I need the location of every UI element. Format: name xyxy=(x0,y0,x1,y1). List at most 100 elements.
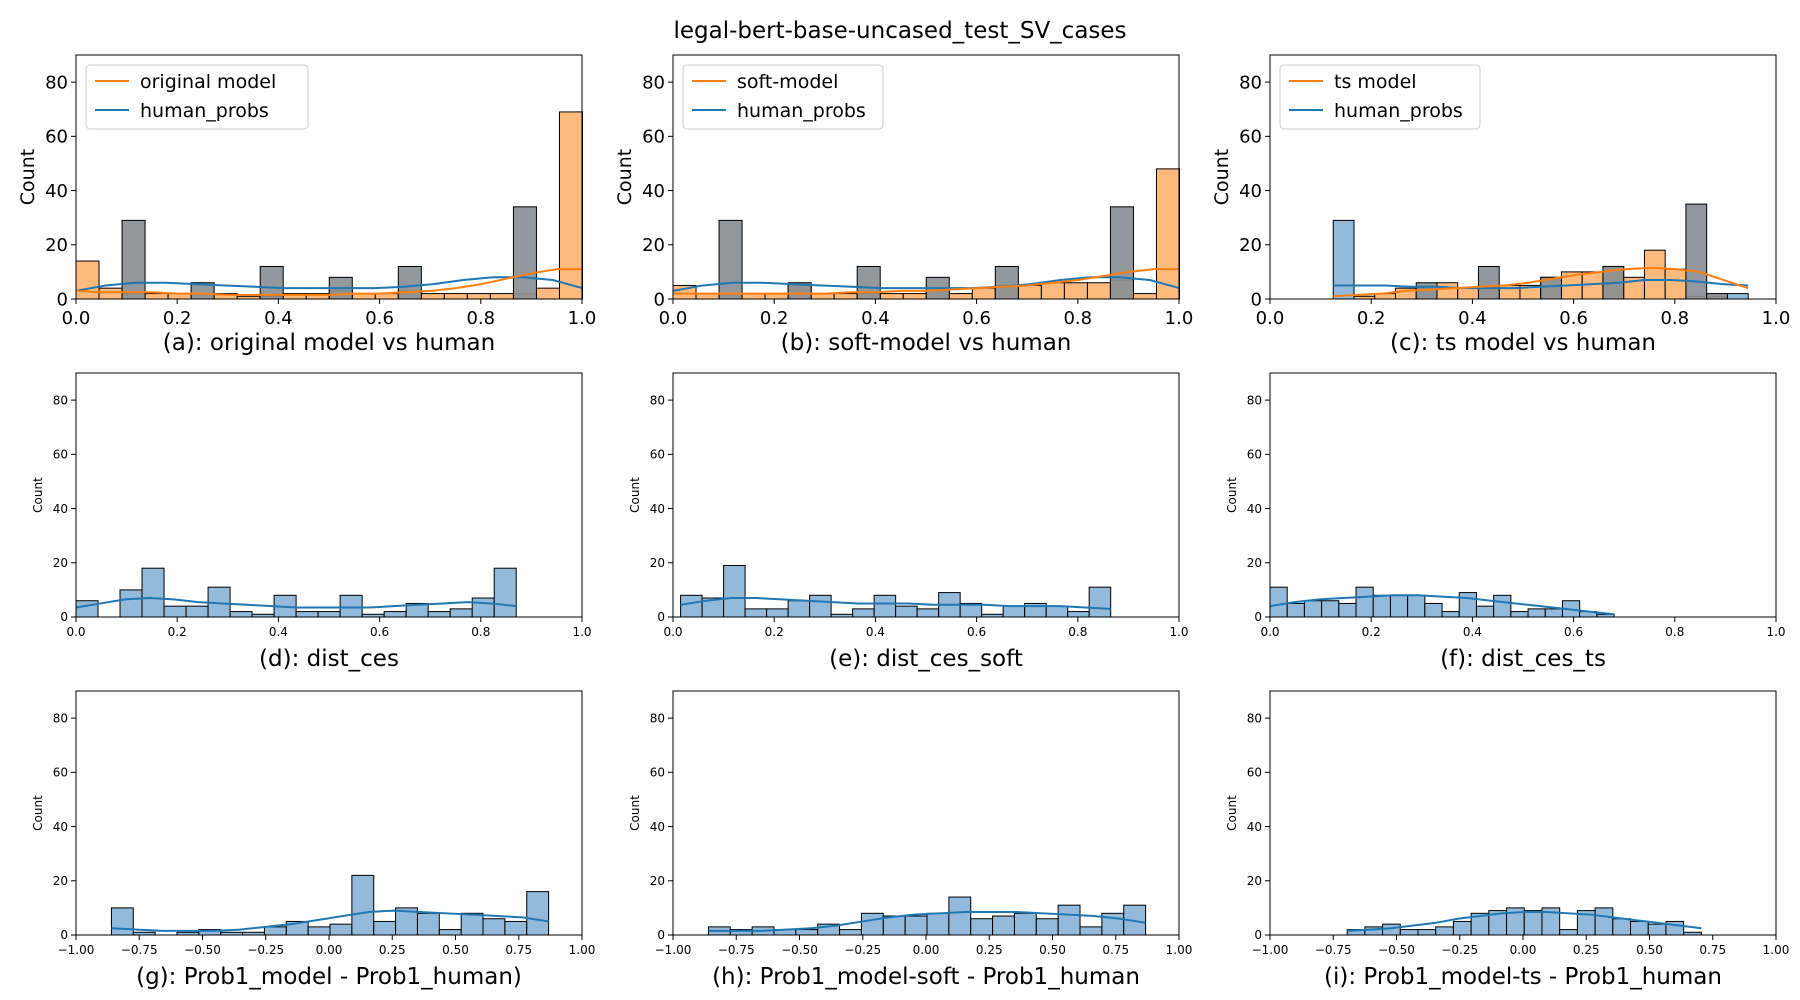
axes-frame xyxy=(672,372,1180,618)
legend: original model human_probs xyxy=(85,64,309,130)
bar-dist_ces_ts xyxy=(1527,608,1546,618)
y-tick-label: 40 xyxy=(1247,502,1262,516)
bar-prob_diff_soft xyxy=(1057,904,1081,936)
bar-dist_ces xyxy=(339,594,363,618)
y-tick-label: 20 xyxy=(53,556,68,570)
panel-caption: (e): dist_ces_soft xyxy=(829,646,1023,672)
y-tick-label: 80 xyxy=(53,393,68,407)
x-tick-label: 0.2 xyxy=(168,625,187,639)
y-tick-label: 40 xyxy=(45,181,68,202)
kde-line-ts model xyxy=(1333,266,1749,298)
bar-dist_ces_ts xyxy=(1389,594,1409,618)
legend-label: human_probs xyxy=(140,100,269,122)
bar-dist_ces_soft xyxy=(852,608,875,618)
bar-soft-model xyxy=(902,293,927,300)
bar-soft-model xyxy=(1155,168,1181,300)
bar-prob_diff xyxy=(438,929,462,936)
x-tick-label: 0.2 xyxy=(1357,308,1386,329)
bar-prob_diff_soft xyxy=(1035,918,1059,936)
bar-human_probs xyxy=(512,206,537,300)
legend: soft-model human_probs xyxy=(682,64,884,130)
bar-dist_ces_ts xyxy=(1493,594,1512,618)
y-tick-label: 0 xyxy=(657,610,665,624)
bar-prob_diff_ts xyxy=(1435,926,1454,936)
bar-prob_diff_ts xyxy=(1523,910,1543,936)
bar-dist_ces_soft xyxy=(916,608,940,618)
panel-caption: (h): Prob1_model-soft - Prob1_human xyxy=(712,964,1140,990)
x-tick-label: 0.4 xyxy=(861,308,890,329)
axes-frame xyxy=(75,54,583,300)
x-tick-label: 1.00 xyxy=(1166,943,1193,957)
y-tick-label: 0 xyxy=(60,610,68,624)
bar-prob_diff_soft xyxy=(992,915,1015,936)
y-axis-label: Count xyxy=(628,477,642,513)
x-tick-label: 1.0 xyxy=(572,625,591,639)
bar-prob_diff_soft xyxy=(795,929,819,936)
bar-prob_diff xyxy=(263,926,287,936)
x-tick-label: 0.0 xyxy=(1256,308,1285,329)
y-axis-label: Count xyxy=(1225,795,1239,831)
bar-prob_diff_ts xyxy=(1647,923,1667,936)
bar-prob_diff xyxy=(416,912,440,936)
x-tick-label: 0.25 xyxy=(976,943,1003,957)
bar-dist_ces_ts xyxy=(1269,586,1288,618)
x-tick-label: 1.0 xyxy=(1165,308,1194,329)
bar-prob_diff_soft xyxy=(970,918,994,936)
bar-human_probs xyxy=(1477,265,1500,300)
x-tick-label: −0.75 xyxy=(1315,943,1352,957)
panel-d: 0 20 40 60 80 0.0 0.2 0.4 0.6 0.8 1.0 Count (d): dis… xyxy=(31,372,592,672)
bar-original model xyxy=(420,293,445,300)
legend-box xyxy=(1279,64,1481,130)
legend-box xyxy=(85,64,309,130)
x-tick-label: 1.00 xyxy=(1763,943,1790,957)
bar-dist_ces xyxy=(185,605,209,618)
bar-prob_diff xyxy=(351,874,375,936)
x-tick-label: 0.6 xyxy=(967,625,986,639)
bar-prob_diff xyxy=(504,920,528,936)
bar-dist_ces_ts xyxy=(1510,611,1529,618)
bar-human_probs xyxy=(718,219,743,300)
bar-prob_diff xyxy=(526,891,550,936)
x-tick-label: −0.25 xyxy=(247,943,284,957)
panel-e: 0 20 40 60 80 0.0 0.2 0.4 0.6 0.8 1.0 Count (e): dis… xyxy=(628,372,1189,672)
x-tick-label: 0.50 xyxy=(1636,943,1663,957)
bar-dist_ces_ts xyxy=(1338,602,1357,618)
bar-dist_ces_soft xyxy=(766,608,789,618)
kde-line-original model xyxy=(75,268,583,296)
y-tick-label: 40 xyxy=(1247,820,1262,834)
x-tick-label: 0.6 xyxy=(962,308,991,329)
x-tick-label: 0.0 xyxy=(1260,625,1279,639)
panel-caption: (c): ts model vs human xyxy=(1390,330,1656,356)
y-tick-label: 60 xyxy=(45,127,68,148)
bar-dist_ces_soft xyxy=(1045,605,1069,618)
x-tick-label: 0.4 xyxy=(264,308,293,329)
bar-human_probs xyxy=(121,219,146,300)
bar-prob_diff_ts xyxy=(1399,929,1419,936)
legend: ts model human_probs xyxy=(1279,64,1481,130)
y-tick-label: 40 xyxy=(650,502,665,516)
x-tick-label: 0.8 xyxy=(471,625,490,639)
y-tick-label: 80 xyxy=(650,711,665,725)
axes-frame xyxy=(1269,690,1777,936)
axes-frame xyxy=(672,54,1180,300)
y-tick-label: 0 xyxy=(57,289,68,310)
bar-dist_ces_ts xyxy=(1355,586,1374,618)
y-tick-label: 40 xyxy=(650,820,665,834)
bar-prob_diff_soft xyxy=(882,915,906,936)
y-tick-label: 20 xyxy=(1239,235,1262,256)
bar-prob_diff xyxy=(110,907,134,936)
bar-human_probs xyxy=(397,265,422,300)
bar-dist_ces_soft xyxy=(1002,605,1026,618)
x-tick-label: 0.4 xyxy=(1458,308,1487,329)
legend-box xyxy=(682,64,884,130)
y-tick-label: 60 xyxy=(53,766,68,780)
bar-prob_diff_ts xyxy=(1594,907,1614,936)
x-tick-label: 0.2 xyxy=(765,625,784,639)
y-tick-label: 60 xyxy=(650,448,665,462)
bar-original model xyxy=(489,293,514,300)
bar-dist_ces_soft xyxy=(895,605,918,618)
bar-soft-model xyxy=(948,293,973,300)
panel-caption: (i): Prob1_model-ts - Prob1_human xyxy=(1324,964,1722,990)
bar-prob_diff_ts xyxy=(1559,929,1578,936)
x-tick-label: 1.0 xyxy=(568,308,597,329)
